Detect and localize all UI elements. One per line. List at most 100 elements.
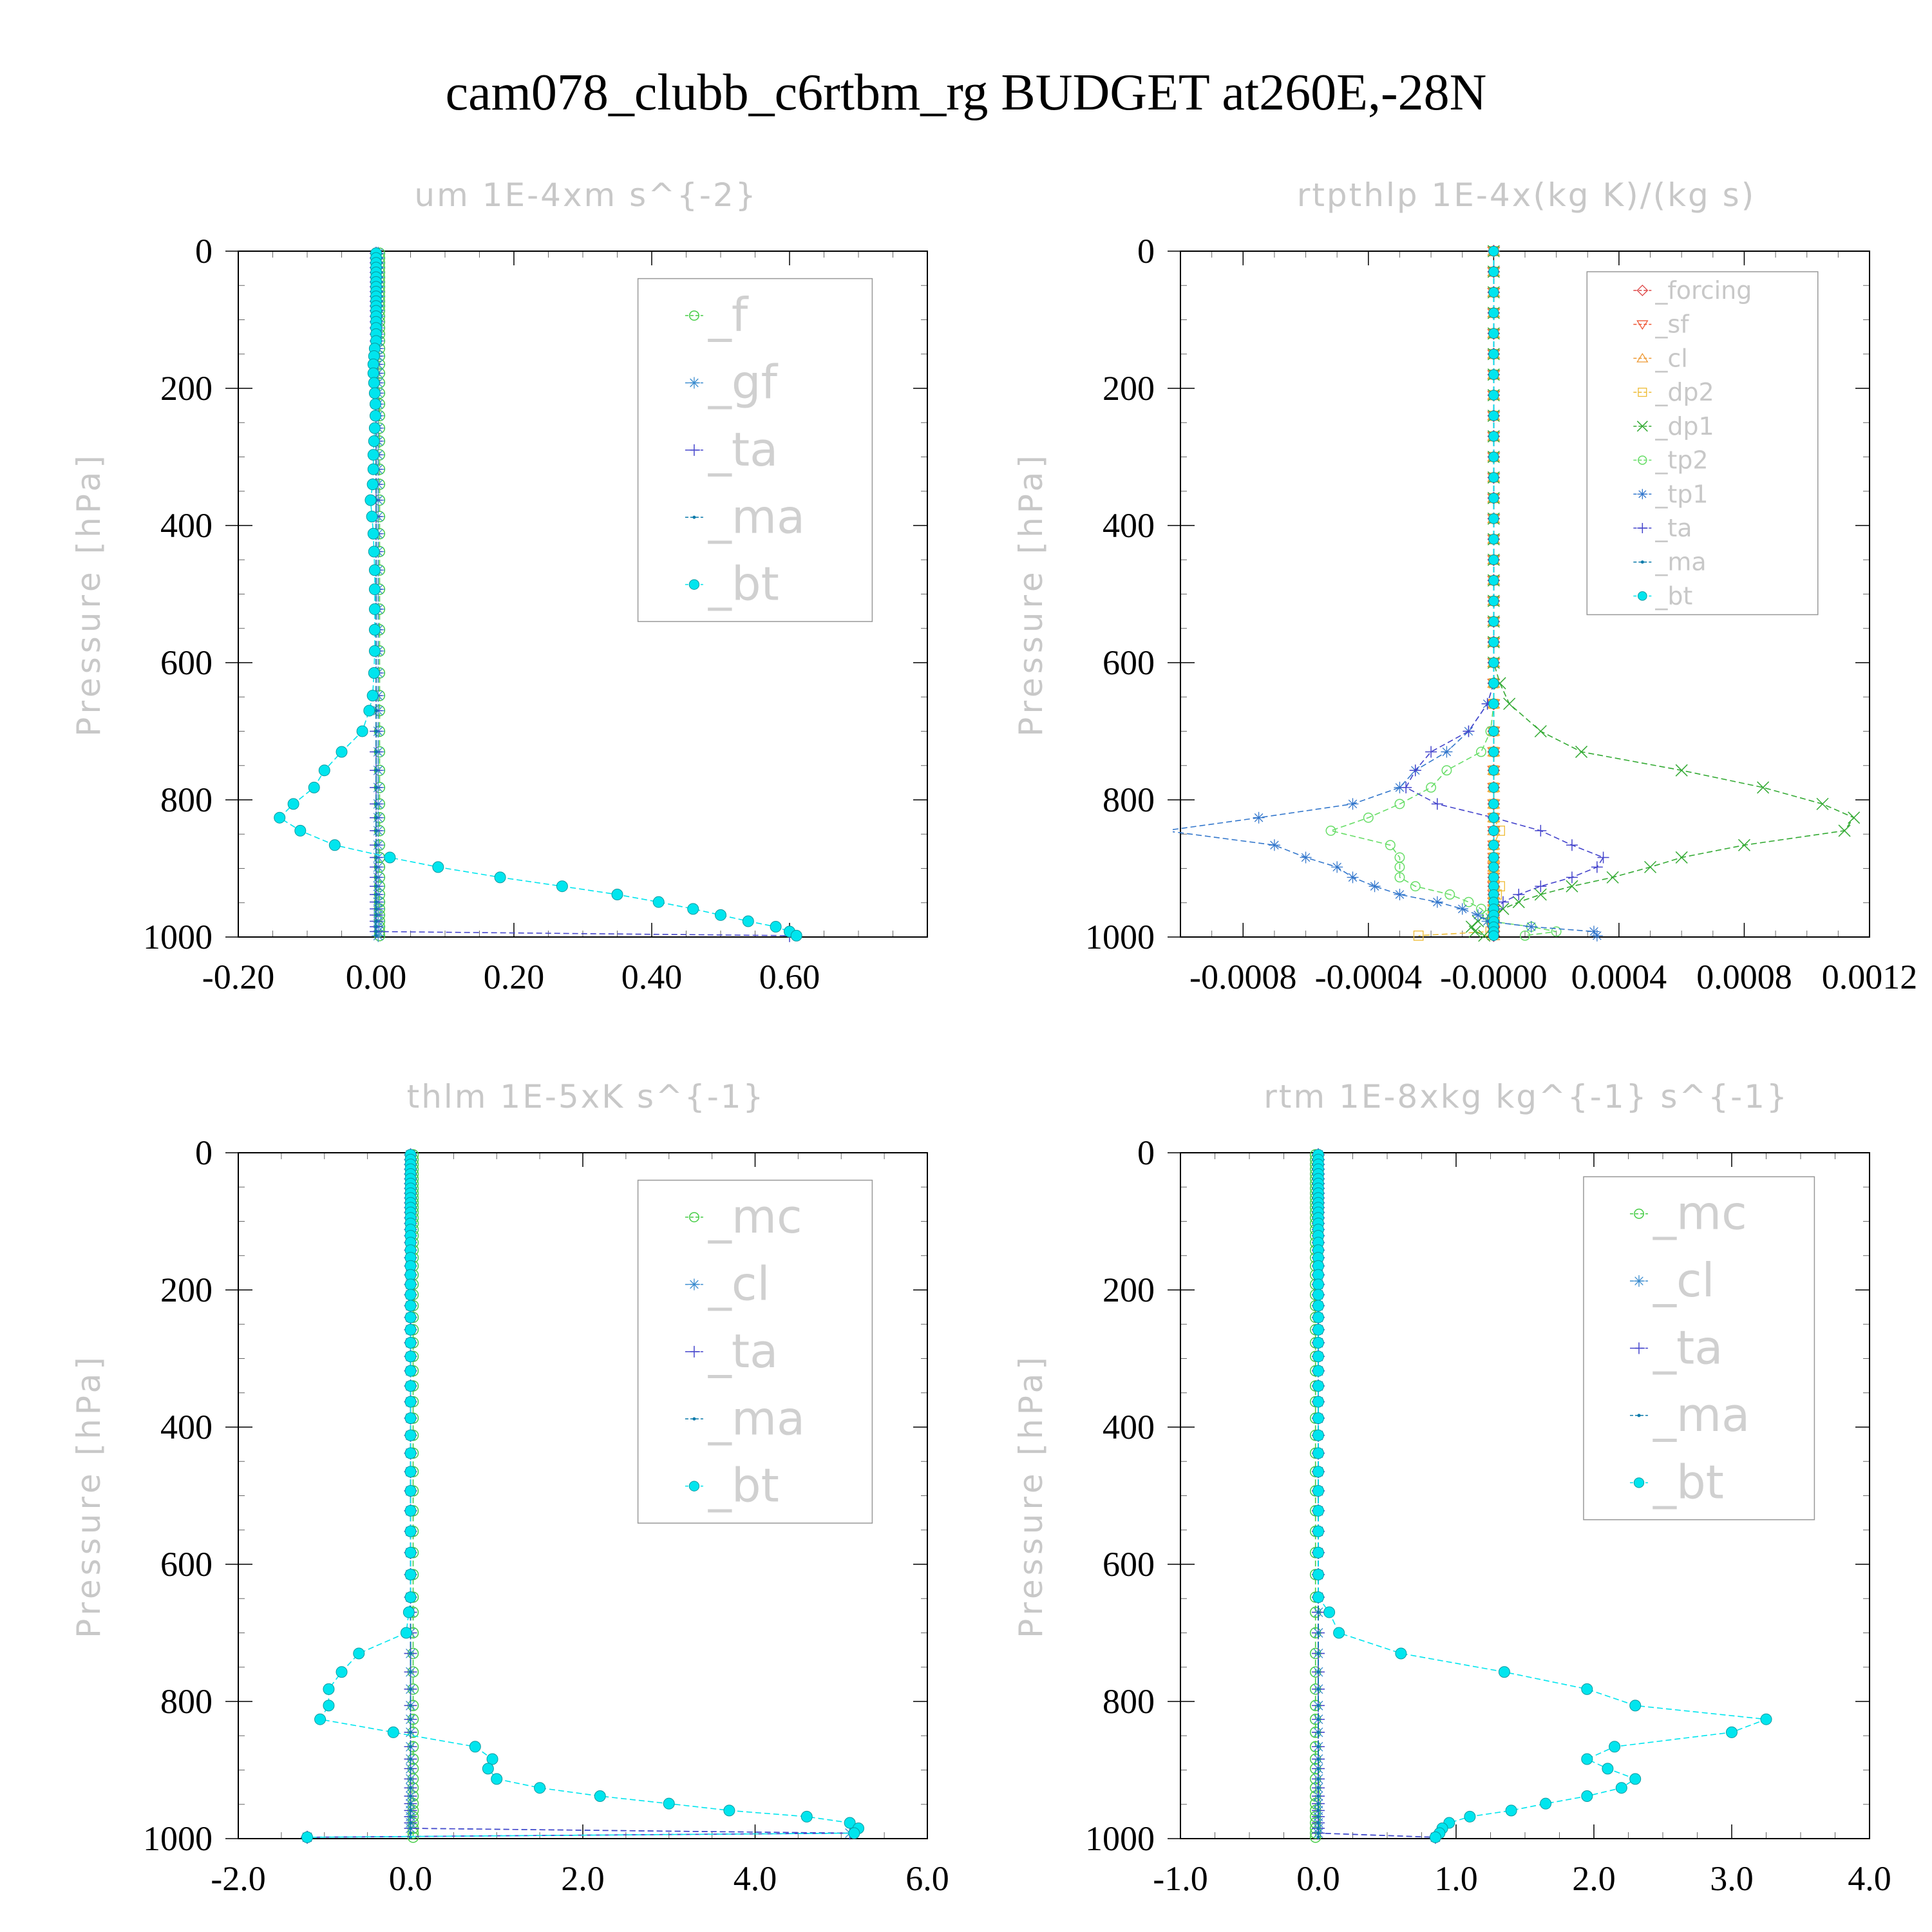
- data-point: [409, 1826, 412, 1830]
- legend-marker: [1637, 523, 1648, 534]
- data-point: [1394, 799, 1405, 810]
- x-tick-label: -0.20: [202, 958, 274, 996]
- data-point: [1312, 1447, 1324, 1459]
- data-point: [1520, 930, 1530, 941]
- data-point: [1757, 781, 1770, 794]
- panel-title-rtm: rtm 1E-8xkg kg^{-1} s^{-1}: [1264, 1078, 1789, 1115]
- y-tick-label: 600: [1103, 643, 1155, 682]
- data-point: [687, 903, 699, 915]
- data-point: [1385, 840, 1396, 851]
- data-point: [368, 545, 380, 558]
- data-point: [1551, 926, 1562, 937]
- data-point: [1497, 896, 1509, 908]
- data-point: [1325, 825, 1336, 836]
- data-point: [374, 913, 378, 917]
- y-tick-label: 600: [160, 1545, 213, 1584]
- legend-entry: _bt: [1654, 582, 1692, 610]
- x-tick-label: 1.0: [1434, 1859, 1478, 1898]
- data-point: [1409, 764, 1421, 777]
- data-point: [1488, 726, 1499, 737]
- data-point: [404, 1350, 417, 1363]
- data-point: [534, 1782, 546, 1794]
- data-point: [409, 1808, 412, 1812]
- data-point: [1316, 1718, 1320, 1721]
- x-tick-label: -1.0: [1153, 1859, 1208, 1898]
- data-point: [374, 709, 378, 713]
- legend-marker: [1633, 1275, 1645, 1287]
- data-point: [652, 896, 665, 908]
- data-point: [409, 1670, 412, 1674]
- data-point: [1848, 811, 1861, 824]
- legend-marker: [688, 1278, 700, 1291]
- data-point: [1316, 1766, 1320, 1770]
- data-point: [323, 1700, 335, 1712]
- data-point: [1316, 1687, 1320, 1691]
- data-point: [469, 1741, 481, 1753]
- data-point: [1488, 245, 1499, 257]
- data-point: [1413, 931, 1424, 941]
- data-point: [1566, 839, 1578, 851]
- legend-marker: [1637, 489, 1648, 500]
- data-point: [770, 921, 782, 933]
- data-point: [404, 1525, 417, 1537]
- legend: _mc _cl _ta _ma _bt: [1583, 1176, 1815, 1520]
- panel-title-um: um 1E-4xm s^{-2}: [414, 176, 757, 214]
- y-axis-label: Pressure [hPa]: [1012, 1353, 1050, 1638]
- data-point: [1394, 872, 1405, 883]
- legend-entry: _cl: [1653, 1253, 1715, 1307]
- data-point: [366, 690, 379, 702]
- data-point: [1675, 851, 1688, 864]
- data-point: [409, 1802, 412, 1806]
- legend-box: [637, 278, 873, 622]
- data-point: [1488, 825, 1499, 837]
- legend-entry: _sf: [1654, 310, 1690, 339]
- data-point: [404, 1504, 417, 1517]
- legend-entry: _forcing: [1654, 276, 1752, 305]
- data-point: [374, 829, 378, 833]
- data-point: [1312, 1365, 1324, 1377]
- data-point: [1444, 889, 1455, 900]
- legend-marker: [688, 1345, 700, 1358]
- data-point: [287, 798, 299, 810]
- panel-title-thlm: thlm 1E-5xK s^{-1}: [407, 1078, 766, 1115]
- data-point: [374, 925, 378, 929]
- data-point: [1498, 1666, 1510, 1678]
- y-axis-label: Pressure [hPa]: [70, 1353, 108, 1638]
- data-point: [404, 1396, 417, 1408]
- series-line-ta: [1318, 1155, 1435, 1838]
- data-point: [374, 907, 378, 911]
- legend-entry: _dp2: [1654, 378, 1714, 406]
- data-point: [1312, 1337, 1324, 1349]
- data-point: [1312, 1396, 1324, 1408]
- y-tick-label: 0: [195, 232, 213, 270]
- data-point: [1441, 746, 1453, 758]
- data-point: [1816, 797, 1829, 810]
- data-point: [1738, 838, 1750, 851]
- data-point: [1488, 369, 1499, 380]
- data-point: [1488, 307, 1499, 319]
- data-point: [374, 843, 378, 847]
- x-tick-label: 2.0: [561, 1859, 605, 1898]
- data-point: [1566, 880, 1578, 893]
- legend-marker: [1636, 320, 1649, 330]
- x-tick-label: 0.0004: [1571, 958, 1667, 996]
- data-point: [1534, 724, 1547, 738]
- plot-frame: [238, 1152, 928, 1839]
- data-point: [368, 422, 381, 434]
- legend: _f _gf _ta _ma _bt: [637, 278, 873, 622]
- data-point: [1760, 1713, 1772, 1725]
- legend-marker: [692, 1417, 696, 1421]
- data-point: [1488, 410, 1499, 421]
- data-point: [1316, 1794, 1320, 1798]
- x-tick-label: 3.0: [1710, 1859, 1754, 1898]
- data-point: [1629, 1773, 1642, 1785]
- data-point: [1312, 1504, 1324, 1517]
- y-tick-label: 0: [195, 1133, 213, 1172]
- series-group: [1309, 1148, 1772, 1844]
- y-tick-label: 400: [1103, 1408, 1155, 1446]
- data-point: [409, 1730, 412, 1734]
- x-tick-label: -0.0004: [1315, 958, 1422, 996]
- data-point: [1316, 1821, 1320, 1825]
- data-point: [1513, 888, 1525, 900]
- chart-panels: um 1E-4xm s^{-2} Pressure [hPa] 0 200 400 600…: [70, 176, 1917, 1898]
